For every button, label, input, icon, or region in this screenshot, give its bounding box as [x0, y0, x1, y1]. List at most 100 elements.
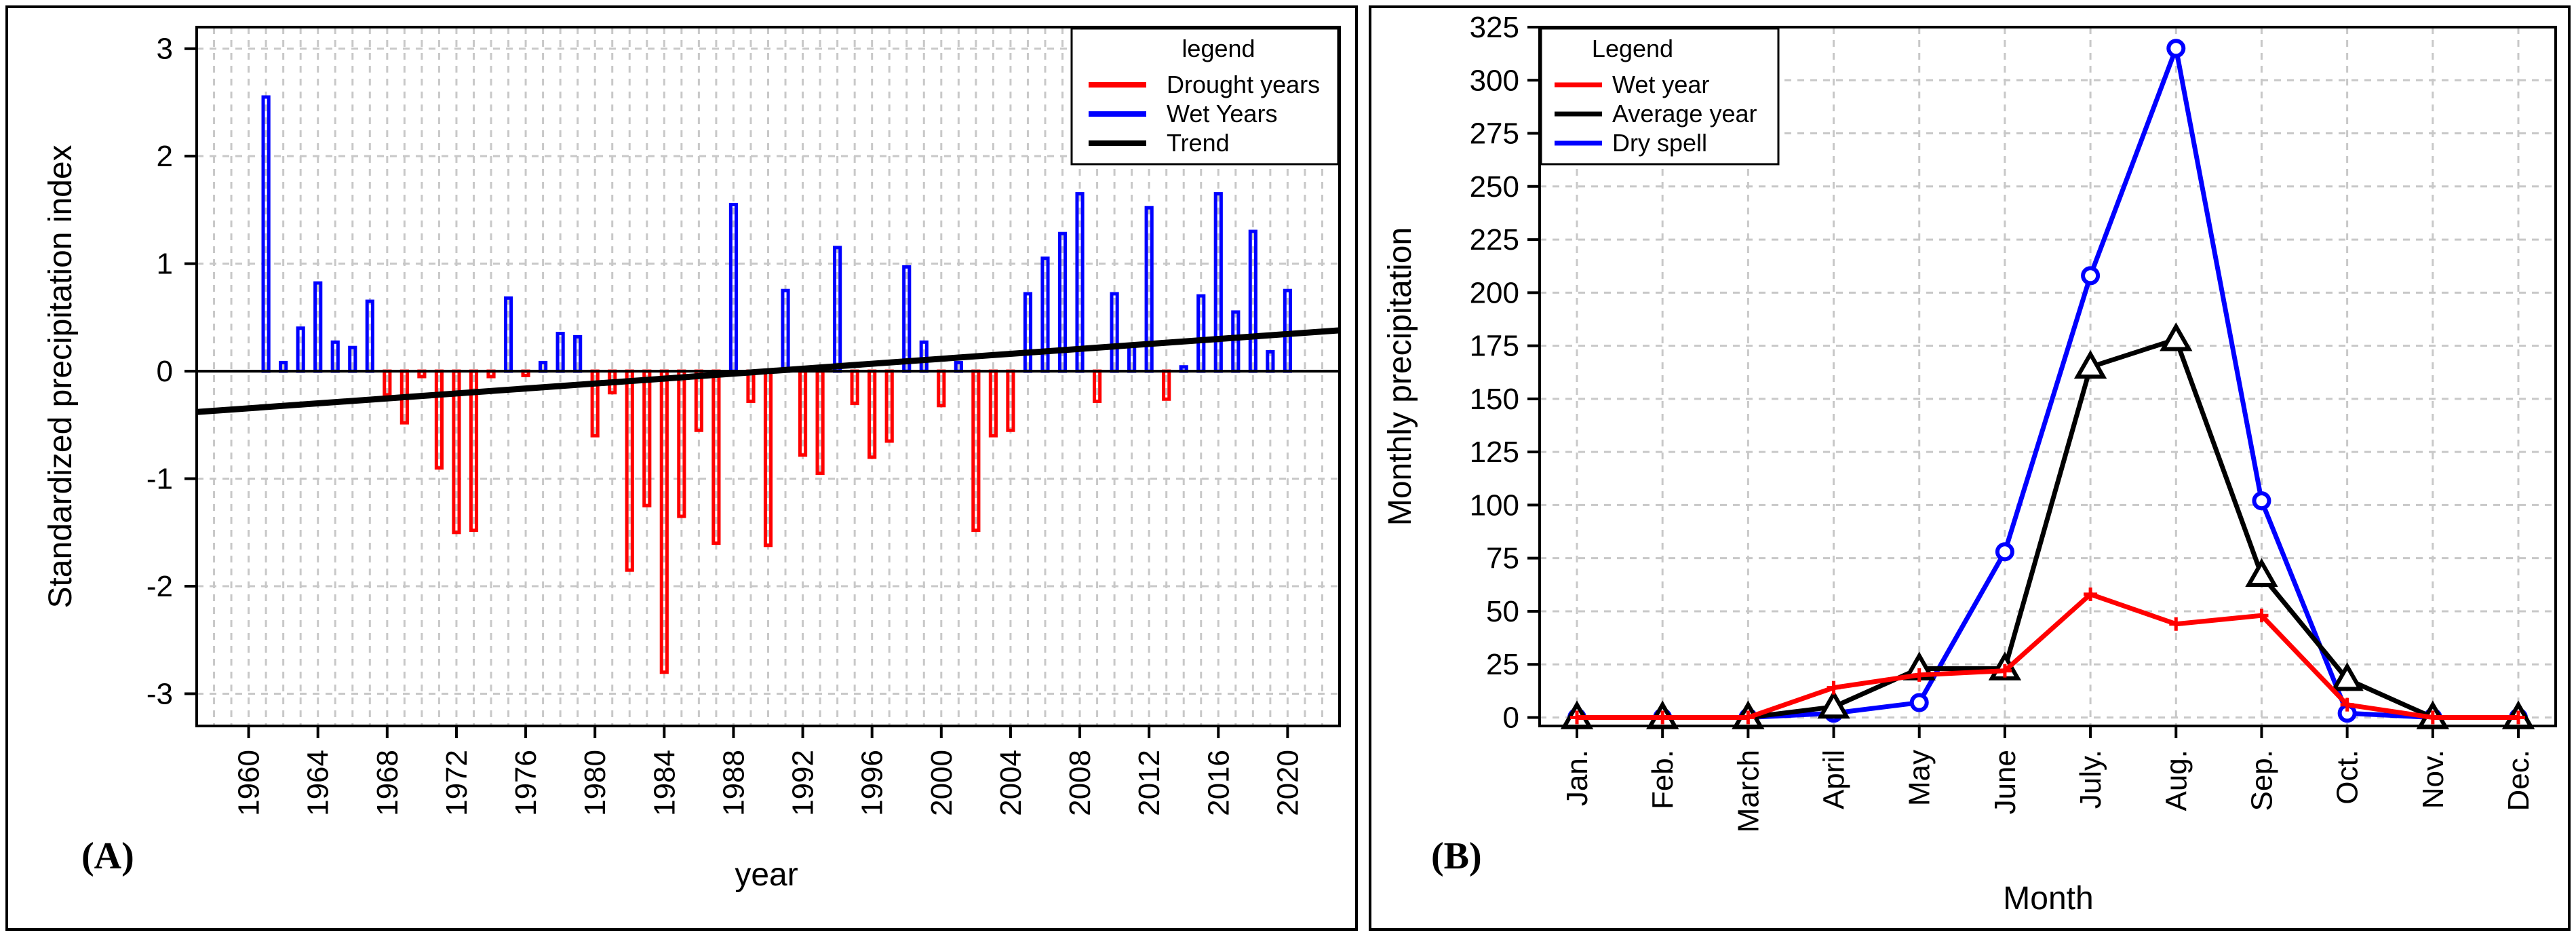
x-tick-label: 1960 — [233, 750, 266, 816]
y-tick-label: 175 — [1470, 330, 1519, 363]
x-tick-label: 1964 — [302, 750, 335, 816]
x-tick-label: Jan. — [1561, 750, 1594, 806]
y-tick-label: 325 — [1470, 11, 1519, 44]
panel-b-y-axis-label: Monthly precipitation — [1382, 227, 1418, 526]
panel-b-y-axis: 0 25 50 75 100 125 150 175 200 225 250 275 300 325 — [1470, 11, 1540, 734]
panel-a-x-axis: 1960 1964 1968 1972 1976 1980 1984 1988 1992 1996… — [233, 726, 1304, 816]
series-line-wet-year — [1577, 592, 2518, 720]
y-tick-label: 1 — [157, 248, 173, 281]
panel-a-plot-border — [195, 26, 1341, 727]
legend-label: Dry spell — [1612, 129, 1707, 157]
x-tick-label: 1968 — [371, 750, 404, 816]
series-line-average-year — [1577, 337, 2518, 720]
panel-a-legend-title: legend — [1182, 35, 1255, 62]
data-point-dry-spell — [2252, 491, 2271, 511]
panel-b-legend-title: Legend — [1592, 35, 1673, 62]
bar-wet-year — [1075, 192, 1085, 373]
data-point-dry-spell — [1909, 693, 1929, 712]
data-point-wet-year — [1570, 710, 1584, 725]
panel-b-x-axis-label: Month — [2003, 881, 2093, 917]
y-tick-label: 225 — [1470, 223, 1519, 256]
y-tick-label: 200 — [1470, 276, 1519, 309]
panel-a-frame — [5, 5, 1358, 931]
data-point-dry-spell — [1995, 542, 2014, 562]
y-tick-label: 50 — [1486, 595, 1519, 628]
x-tick-label: 1976 — [509, 750, 543, 816]
data-point-wet-year — [2255, 609, 2269, 623]
bar-wet-year — [1196, 294, 1206, 373]
x-tick-label: 2008 — [1063, 750, 1097, 816]
x-tick-label: July. — [2074, 750, 2107, 809]
y-tick-label: 250 — [1470, 170, 1519, 204]
x-tick-label: Sep. — [2245, 750, 2278, 811]
y-tick-label: 100 — [1470, 488, 1519, 522]
data-point-wet-year — [1741, 710, 1755, 725]
x-tick-label: May — [1903, 750, 1936, 806]
panel-b-lines — [1560, 39, 2535, 729]
y-tick-label: 25 — [1486, 648, 1519, 681]
x-tick-label: 1996 — [856, 750, 889, 816]
panel-b-frame — [1369, 5, 2571, 931]
y-tick-label: 150 — [1470, 383, 1519, 416]
x-tick-label: Dec. — [2502, 750, 2535, 811]
panel-b: 0 25 50 75 100 125 150 175 200 225 250 275 300 325 Ja… — [1369, 5, 2571, 931]
data-point-average-year — [2330, 662, 2364, 691]
data-point-average-year — [1817, 689, 1850, 719]
y-tick-label: -1 — [147, 463, 173, 496]
x-tick-label: 1988 — [717, 750, 750, 816]
y-tick-label: 300 — [1470, 64, 1519, 97]
y-tick-label: -2 — [147, 570, 173, 603]
x-tick-label: 2016 — [1202, 750, 1235, 816]
panel-a-y-axis-label: Standardized precipitation index — [43, 145, 79, 608]
x-tick-label: 1992 — [787, 750, 820, 816]
data-point-wet-year — [2340, 697, 2354, 712]
y-tick-label: 75 — [1486, 542, 1519, 575]
legend-label: Wet year — [1612, 71, 1709, 98]
y-tick-label: -3 — [147, 677, 173, 710]
y-tick-label: 2 — [157, 140, 173, 173]
x-tick-label: Feb. — [1646, 750, 1679, 809]
x-tick-label: 1984 — [648, 750, 681, 816]
x-tick-label: Oct. — [2331, 750, 2364, 805]
x-tick-label: Nov. — [2417, 750, 2450, 809]
x-tick-label: March — [1732, 750, 1765, 832]
data-point-wet-year — [1827, 681, 1841, 695]
panel-a-label: (A) — [81, 835, 134, 877]
data-point-wet-year — [2425, 710, 2440, 725]
data-point-wet-year — [2512, 710, 2525, 725]
x-tick-label: June — [1989, 750, 2022, 814]
data-point-wet-year — [1656, 710, 1670, 725]
y-tick-label: 0 — [157, 355, 173, 388]
x-tick-label: 2004 — [994, 750, 1028, 816]
data-point-wet-year — [1912, 668, 1926, 682]
y-tick-label: 0 — [1503, 701, 1519, 734]
panel-b-plot-border — [1538, 26, 2557, 727]
data-point-average-year — [2073, 349, 2107, 379]
x-tick-label: 2012 — [1133, 750, 1166, 816]
bar-wet-year — [1213, 192, 1223, 373]
data-point-wet-year — [2169, 617, 2183, 631]
y-tick-label: 275 — [1470, 117, 1519, 151]
legend-label: Wet Years — [1167, 100, 1277, 128]
panel-a-grid — [195, 27, 1341, 726]
bar-wet-year — [1110, 292, 1119, 373]
panel-b-label: (B) — [1431, 835, 1482, 877]
panel-a-x-axis-label: year — [735, 857, 798, 893]
y-tick-label: 125 — [1470, 436, 1519, 469]
legend-label: Trend — [1167, 129, 1230, 157]
legend-label: Drought years — [1167, 71, 1320, 98]
x-tick-label: 1972 — [440, 750, 473, 816]
bar-wet-year — [1023, 292, 1033, 373]
x-tick-label: April — [1818, 750, 1851, 809]
panel-b-x-axis: Jan. Feb. March April May June July. Aug. Sep. Oc… — [1561, 726, 2535, 832]
data-point-average-year — [2160, 322, 2193, 351]
bar-wet-year — [503, 296, 513, 373]
x-tick-label: Aug. — [2160, 750, 2193, 811]
x-tick-label: 2020 — [1271, 750, 1304, 816]
data-point-dry-spell — [2166, 39, 2186, 58]
panel-a-trend-line — [196, 327, 1340, 415]
